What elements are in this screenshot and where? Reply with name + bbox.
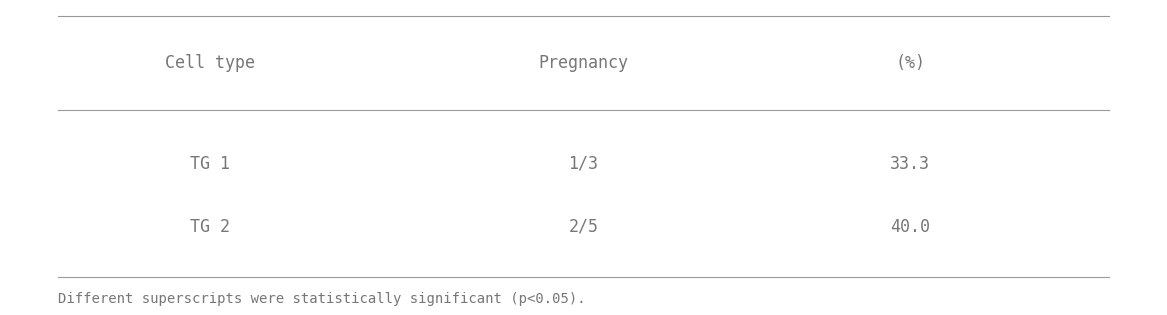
Text: 2/5: 2/5 — [568, 218, 599, 236]
Text: Different superscripts were statistically significant (p<0.05).: Different superscripts were statisticall… — [58, 292, 586, 306]
Text: TG 1: TG 1 — [190, 155, 230, 173]
Text: 33.3: 33.3 — [890, 155, 930, 173]
Text: Pregnancy: Pregnancy — [538, 54, 629, 72]
Text: 40.0: 40.0 — [890, 218, 930, 236]
Text: Cell type: Cell type — [165, 54, 256, 72]
Text: TG 2: TG 2 — [190, 218, 230, 236]
Text: (%): (%) — [895, 54, 925, 72]
Text: 1/3: 1/3 — [568, 155, 599, 173]
